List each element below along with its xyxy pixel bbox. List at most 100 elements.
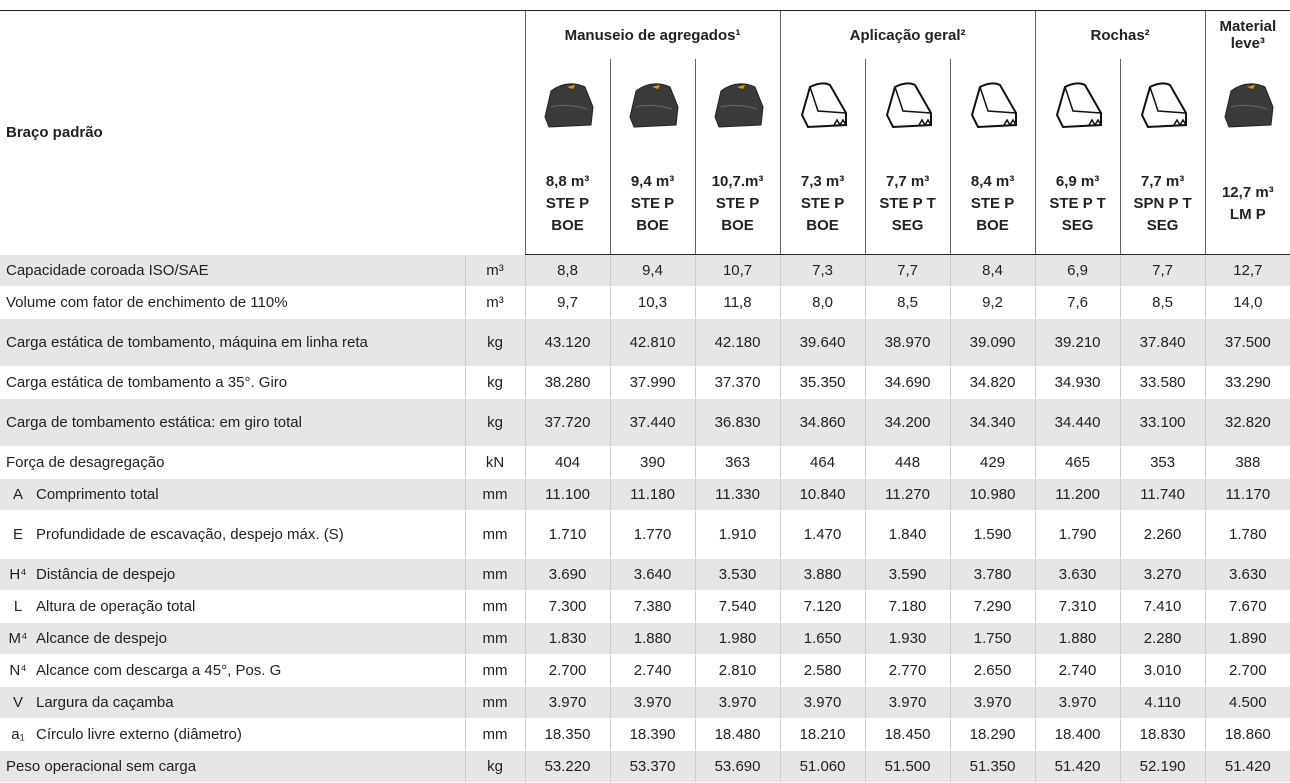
cell-value: 1.790: [1034, 510, 1121, 559]
cell-value: 9,7: [524, 286, 611, 319]
data-row: Carga de tombamento estática: em giro to…: [0, 398, 1290, 447]
row-code: N⁴: [0, 654, 30, 687]
row-code: E: [0, 510, 30, 559]
bucket-spec-line: BOE: [806, 217, 839, 234]
data-row: Volume com fator de enchimento de 110% m³…: [0, 286, 1290, 319]
bucket-image-cell: [864, 59, 951, 154]
cell-value: 7.300: [524, 590, 611, 623]
cell-value: 51.420: [1034, 750, 1121, 783]
bucket-spec-line: STE P: [715, 195, 760, 212]
cell-value: 7.670: [1204, 590, 1290, 623]
cell-value: 11.180: [609, 478, 696, 511]
cell-value: 42.810: [609, 318, 696, 367]
bucket-spec-line: SEG: [1061, 217, 1094, 234]
cell-value: 448: [864, 446, 951, 479]
cell-value: 1.930: [864, 622, 951, 655]
cell-value: 38.280: [524, 366, 611, 399]
cell-value: 1.770: [609, 510, 696, 559]
cell-value: 8,5: [864, 286, 951, 319]
data-row: L Altura de operação total mm 7.300 7.380 7.5…: [0, 590, 1290, 623]
cell-value: 3.590: [864, 558, 951, 591]
cell-value: 51.500: [864, 750, 951, 783]
cell-value: 3.690: [524, 558, 611, 591]
cell-value: 3.970: [694, 686, 781, 719]
cell-value: 10,7: [694, 254, 781, 287]
bucket-image-cell: [1204, 59, 1290, 154]
cell-value: 3.970: [864, 686, 951, 719]
cell-value: 18.400: [1034, 718, 1121, 751]
cell-value: 11.270: [864, 478, 951, 511]
cell-value: 33.100: [1119, 398, 1206, 447]
group-row: Braço padrão Manuseio de agregados¹ Aplic…: [0, 10, 1290, 255]
row-unit: mm: [464, 622, 526, 655]
bucket-row: 8,8 m³ STE P BOE 9,4 m³ STE P BOE 10,7.m³ STE P…: [0, 154, 1290, 255]
cell-value: 7.290: [949, 590, 1036, 623]
cell-value: 1.980: [694, 622, 781, 655]
bucket-spec-line: STE P T: [1049, 195, 1106, 212]
cell-value: 1.650: [779, 622, 866, 655]
cell-value: 32.820: [1204, 398, 1290, 447]
cell-value: 2.280: [1119, 622, 1206, 655]
spec-table: Braço padrão Manuseio de agregados¹ Aplic…: [0, 10, 1290, 783]
cell-value: 53.370: [609, 750, 696, 783]
cell-value: 51.350: [949, 750, 1036, 783]
cell-value: 34.440: [1034, 398, 1121, 447]
cell-value: 7.410: [1119, 590, 1206, 623]
row-unit: kg: [464, 318, 526, 367]
data-row: Força de desagregação kN 404 390 363 464 448 42…: [0, 446, 1290, 479]
cell-value: 18.290: [949, 718, 1036, 751]
cell-value: 18.830: [1119, 718, 1206, 751]
bucket-icon: [544, 82, 594, 128]
row-code: M⁴: [0, 622, 30, 655]
cell-value: 7.380: [609, 590, 696, 623]
cell-value: 1.590: [949, 510, 1036, 559]
cell-value: 34.820: [949, 366, 1036, 399]
bucket-icon: [1055, 81, 1102, 128]
row-code: V: [0, 686, 30, 719]
cell-value: 34.930: [1034, 366, 1121, 399]
row-label: Distância de despejo: [30, 558, 465, 591]
bucket-icon: [885, 81, 932, 128]
row-unit: kN: [464, 446, 526, 479]
bucket-image-cell: [694, 59, 781, 154]
cell-value: 8,4: [949, 254, 1036, 287]
cell-value: 42.180: [694, 318, 781, 367]
data-row: E Profundidade de escavação, despejo máx.…: [0, 510, 1290, 559]
cell-value: 404: [524, 446, 611, 479]
group-header: Manuseio de agregados¹: [524, 10, 781, 59]
cell-value: 429: [949, 446, 1036, 479]
bucket-spec-line: 6,9 m³: [1055, 173, 1100, 190]
cell-value: 39.210: [1034, 318, 1121, 367]
cell-value: 34.340: [949, 398, 1036, 447]
data-row: Capacidade coroada ISO/SAE m³ 8,8 9,4 10,7 7,…: [0, 254, 1290, 287]
cell-value: 2.700: [1204, 654, 1290, 687]
cell-value: 3.530: [694, 558, 781, 591]
data-row: Carga estática de tombamento a 35°. Giro…: [0, 366, 1290, 399]
data-row: H⁴ Distância de despejo mm 3.690 3.640 3.530 3…: [0, 558, 1290, 591]
bucket-spec: 9,4 m³ STE P BOE: [609, 154, 696, 255]
row-code: L: [0, 590, 30, 623]
cell-value: 2.700: [524, 654, 611, 687]
cell-value: 14,0: [1204, 286, 1290, 319]
bucket-icon: [1224, 82, 1274, 128]
cell-value: 8,5: [1119, 286, 1206, 319]
bucket-icon: [800, 81, 847, 128]
bucket-spec: 7,7 m³ STE P T SEG: [864, 154, 951, 255]
bucket-spec-line: BOE: [636, 217, 669, 234]
cell-value: 1.830: [524, 622, 611, 655]
cell-value: 35.350: [779, 366, 866, 399]
row-code: a₁: [0, 718, 30, 751]
cell-value: 3.970: [524, 686, 611, 719]
cell-value: 1.780: [1204, 510, 1290, 559]
cell-value: 1.840: [864, 510, 951, 559]
bucket-spec: 8,8 m³ STE P BOE: [524, 154, 611, 255]
bucket-spec-line: STE P: [970, 195, 1015, 212]
cell-value: 3.780: [949, 558, 1036, 591]
bucket-spec-line: 8,8 m³: [545, 173, 590, 190]
cell-value: 33.290: [1204, 366, 1290, 399]
cell-value: 3.630: [1204, 558, 1290, 591]
cell-value: 7.120: [779, 590, 866, 623]
cell-value: 37.500: [1204, 318, 1290, 367]
